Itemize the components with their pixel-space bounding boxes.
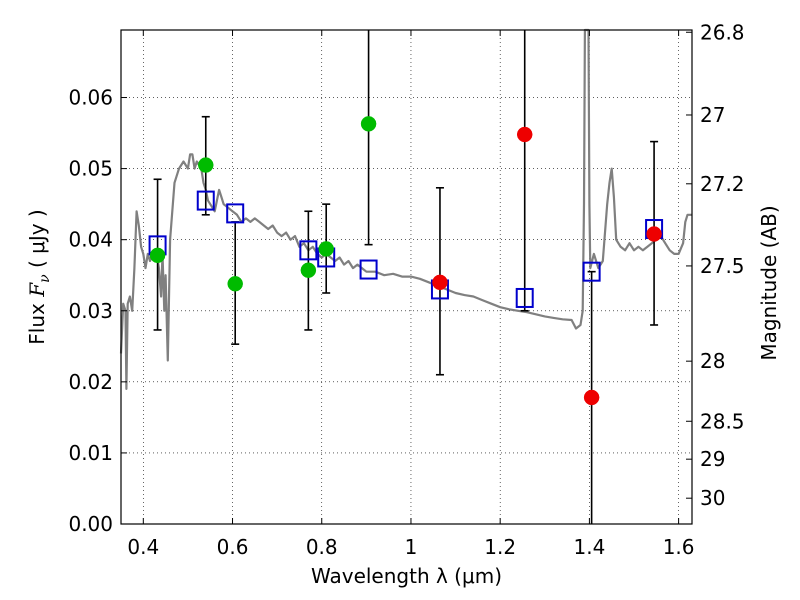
x-tick-label: 1.4 — [573, 535, 605, 559]
x-tick-label: 0.8 — [306, 535, 338, 559]
mag-tick-label: 29 — [700, 447, 725, 471]
x-tick-label: 1.2 — [484, 535, 516, 559]
observed-point-red — [646, 226, 662, 242]
model-photometry-square — [582, 261, 601, 282]
x-tick-label: 1 — [405, 535, 418, 559]
mag-tick-label: 30 — [700, 486, 725, 510]
y-tick-label: 0.04 — [68, 228, 113, 252]
mag-tick-label: 27.5 — [700, 254, 745, 278]
y-tick-label: 0.03 — [68, 299, 113, 323]
x-axis-title: Wavelength λ (μm) — [311, 564, 502, 588]
y-tick-label: 0.05 — [68, 157, 113, 181]
observed-point-green — [149, 247, 166, 264]
y-tick-label: 0.01 — [68, 441, 113, 465]
mag-tick-label: 26.8 — [700, 20, 745, 44]
y-tick-label: 0.02 — [68, 370, 113, 394]
x-tick-label: 0.4 — [127, 535, 159, 559]
mag-tick-label: 28.5 — [700, 409, 745, 433]
x-tick-label: 0.6 — [217, 535, 249, 559]
y-axis-title-var: F — [25, 282, 49, 298]
mag-tick-label: 27.2 — [700, 172, 745, 196]
model-photometry-square — [359, 259, 378, 280]
model-photometry-square — [515, 287, 534, 308]
y-axis-title-suffix: ( μJy ) — [25, 209, 49, 274]
x-tick-label: 1.6 — [663, 535, 695, 559]
mag-tick-label: 27 — [700, 103, 725, 127]
observed-point-red — [516, 126, 533, 143]
observed-point-green — [300, 262, 317, 278]
observed-series — [149, 116, 662, 406]
model-sed-line — [119, 28, 692, 390]
y2-axis-title: Magnitude (AB) — [757, 205, 781, 360]
observed-point-red — [583, 389, 600, 406]
y-axis-title-prefix: Flux — [25, 297, 49, 345]
y-tick-label: 0.06 — [68, 86, 113, 110]
y-tick-label: 0.00 — [68, 512, 113, 536]
y-axis-title-sub: ν — [37, 274, 53, 283]
model-photometry-square — [226, 203, 245, 224]
plot-frame — [120, 29, 693, 525]
observed-point-green — [227, 276, 243, 292]
model-photometry-series — [148, 190, 664, 308]
observed-point-green — [198, 157, 214, 173]
y-axis-title: Flux Fν ( μJy ) — [25, 209, 53, 344]
observed-point-green — [318, 241, 334, 257]
observed-point-green — [360, 116, 377, 132]
model-photometry-square — [299, 240, 318, 261]
model-sed-series — [119, 28, 692, 390]
observed-point-red — [432, 274, 448, 291]
mag-tick-label: 28 — [700, 349, 725, 373]
model-photometry-square — [196, 190, 215, 211]
axis-ticks: 0.4 0.6 0.8 1 1.2 1.4 1.6 0.00 0.01 0.02 0.03 0.04 0… — [68, 20, 744, 559]
